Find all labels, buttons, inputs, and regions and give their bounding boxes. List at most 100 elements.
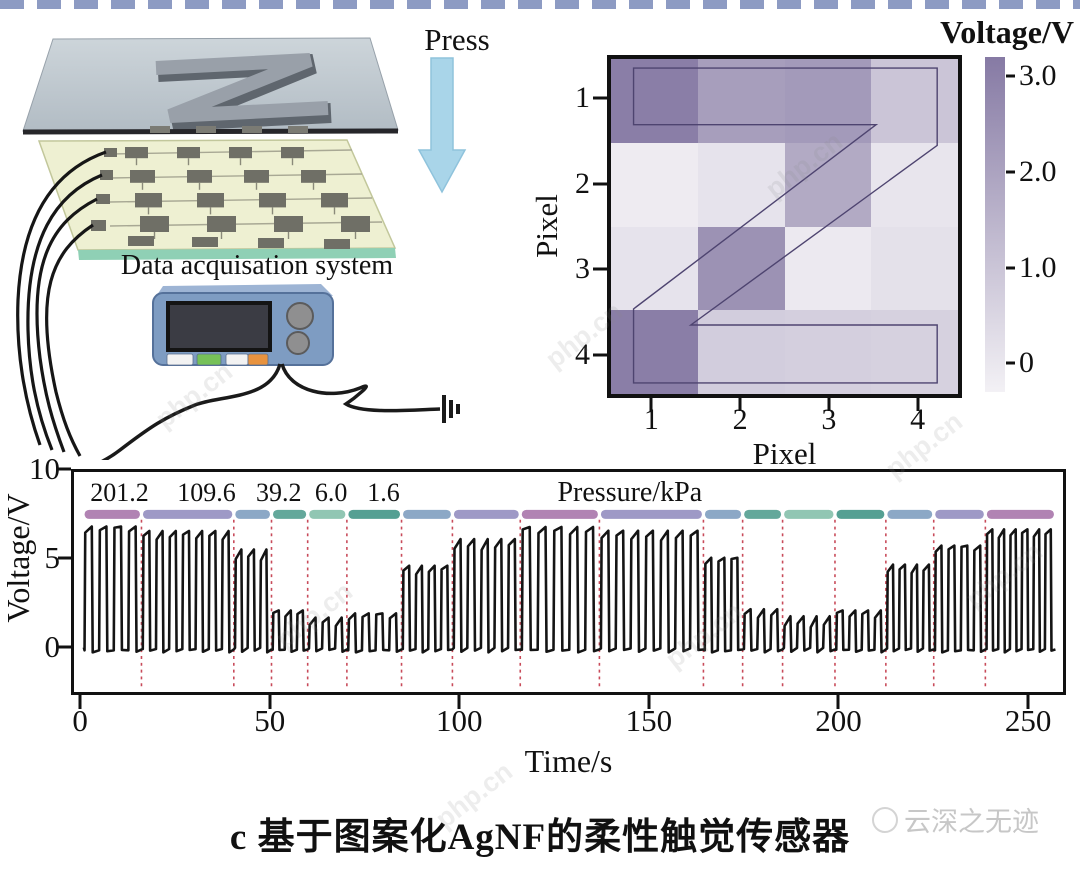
colorbar-tick xyxy=(1006,74,1015,78)
pressure-value-label: 201.2 xyxy=(90,478,149,507)
heatmap-x-tick xyxy=(649,398,653,411)
pulse-x-ticklabels: 0 50 100 150 200 250 xyxy=(71,703,1066,739)
heatmap-y-tick xyxy=(593,182,607,186)
heatmap-y-tick-label: 2 xyxy=(575,166,590,200)
heatmap-cell-r2c1 xyxy=(611,142,698,227)
heatmap-x-tickmarks xyxy=(607,398,962,411)
heatmap-y-tickmarks xyxy=(593,55,607,398)
colorbar-ticklabels: 3.0 2.0 1.0 0 xyxy=(1006,57,1076,392)
pressure-segment-capsule xyxy=(348,509,401,519)
colorbar-title: Voltage/V xyxy=(940,14,1074,50)
pulse-y-tick-label: 10 xyxy=(29,451,60,486)
heatmap-cell-r1c3 xyxy=(784,59,872,143)
voltage-trace xyxy=(82,525,1056,654)
left-contact-pads xyxy=(91,148,117,231)
bottom-contact-pads xyxy=(128,236,350,249)
pressure-segment-capsule xyxy=(521,509,598,519)
heatmap-cell-r2c2 xyxy=(697,142,785,227)
plate-connector-tabs xyxy=(150,126,308,133)
pulse-x-tick-label: 150 xyxy=(625,703,673,738)
z-outline-overlay xyxy=(611,59,958,394)
heatmap-x-tick xyxy=(738,398,742,411)
pressure-segment-capsule xyxy=(273,509,307,519)
pressure-value-label: 39.2 xyxy=(255,478,302,507)
substrate-front-edge xyxy=(78,248,396,260)
colorbar-tick xyxy=(1006,266,1015,270)
colorbar-tick xyxy=(1006,361,1015,365)
lead-wires xyxy=(16,150,107,457)
device-knob-bottom xyxy=(286,331,310,355)
colorbar-tick xyxy=(1006,170,1015,174)
heatmap-x-ticklabels: 1 2 3 4 xyxy=(607,403,962,436)
heatmap-cell-r1c4 xyxy=(871,59,958,143)
heatmap-y-tick xyxy=(593,267,607,271)
figure-caption: c 基于图案化AgNF的柔性触觉传感器 xyxy=(229,817,851,858)
pulse-y-tickmarks xyxy=(58,467,71,695)
heatmap-y-tick xyxy=(593,96,607,100)
device-knob-top xyxy=(286,302,314,330)
pressure-unit-label: Pressure/kPa xyxy=(557,477,703,508)
ground-symbol xyxy=(442,395,460,423)
heatmap-x-tick xyxy=(827,398,831,411)
pulse-y-tick xyxy=(58,556,71,560)
heatmap-cell-r4c3 xyxy=(784,310,872,394)
heatmap-y-tick-label: 4 xyxy=(575,338,590,372)
colorbar-tick-label: 3.0 xyxy=(1019,59,1057,93)
pulse-y-tick-label: 0 xyxy=(44,629,61,665)
device-button xyxy=(166,353,194,366)
heatmap-cell-r4c4 xyxy=(871,310,958,394)
device-buttons xyxy=(166,353,269,366)
pulse-chart-svg xyxy=(82,509,1056,690)
pressure-segment-capsule xyxy=(836,509,885,519)
colorbar xyxy=(985,57,1005,392)
pressure-segment-capsule xyxy=(935,509,984,519)
heatmap-x-tick xyxy=(916,398,920,411)
electrode-array xyxy=(109,147,383,239)
colorbar-tick-label: 2.0 xyxy=(1019,154,1057,188)
heatmap-cell-r2c3 xyxy=(784,142,872,227)
pressure-segment-capsule xyxy=(142,509,233,519)
z-specimen xyxy=(155,53,329,123)
pulse-x-tick xyxy=(268,695,272,709)
brand-watermark: 云深之无迹 xyxy=(872,800,1039,839)
top-dashed-border xyxy=(0,0,1080,9)
device-button xyxy=(225,353,249,366)
heatmap-x-tick-label: 4 xyxy=(910,403,926,436)
pulse-x-tick xyxy=(836,695,840,709)
pressure-segment-capsule xyxy=(453,509,519,519)
heatmap-cell-r1c1 xyxy=(611,59,698,143)
pressure-segment-capsule xyxy=(704,509,742,519)
brand-watermark-text: 云深之无迹 xyxy=(904,807,1039,837)
heatmap-plot xyxy=(607,55,962,398)
brand-watermark-icon xyxy=(872,806,898,833)
pulse-y-ticklabels: 0 5 10 xyxy=(0,451,64,695)
pressure-segment-capsule xyxy=(784,509,834,519)
pulse-x-axis-label: Time/s xyxy=(524,743,613,779)
pressure-segment-capsule xyxy=(235,509,270,519)
pressure-value-label: 6.0 xyxy=(314,478,348,507)
pulse-x-tick-label: 200 xyxy=(815,703,862,738)
heatmap-x-tick-label: 1 xyxy=(643,403,659,436)
press-label: Press xyxy=(424,22,490,57)
heatmap-x-tick-label: 2 xyxy=(732,403,748,436)
heatmap-cell-r3c2 xyxy=(697,226,785,311)
heatmap-cell-r3c1 xyxy=(611,226,698,311)
colorbar-tick-label: 0 xyxy=(1019,346,1034,380)
heatmap-x-tick-label: 3 xyxy=(821,403,837,436)
heatmap-cells xyxy=(611,59,958,394)
heatmap-cell-r4c1 xyxy=(611,310,698,394)
heatmap-y-tick-label: 1 xyxy=(575,80,590,114)
pulse-y-tick-label: 5 xyxy=(44,540,61,576)
pulse-x-tick-label: 50 xyxy=(254,703,286,738)
pressure-segment-capsule xyxy=(309,509,346,519)
pulse-x-tick xyxy=(457,695,461,709)
pulse-y-tick xyxy=(58,645,71,649)
pulse-x-tick-label: 250 xyxy=(1004,703,1052,738)
heatmap-cell-r3c3 xyxy=(784,226,872,311)
heatmap-cell-r3c4 xyxy=(871,226,958,311)
heatmap-cell-r4c2 xyxy=(697,310,785,394)
heatmap-y-tick-label: 3 xyxy=(575,252,590,286)
device-wire-left xyxy=(101,363,282,460)
pressure-value-label: 1.6 xyxy=(367,478,400,507)
colorbar-tick-label: 1.0 xyxy=(1019,250,1057,284)
